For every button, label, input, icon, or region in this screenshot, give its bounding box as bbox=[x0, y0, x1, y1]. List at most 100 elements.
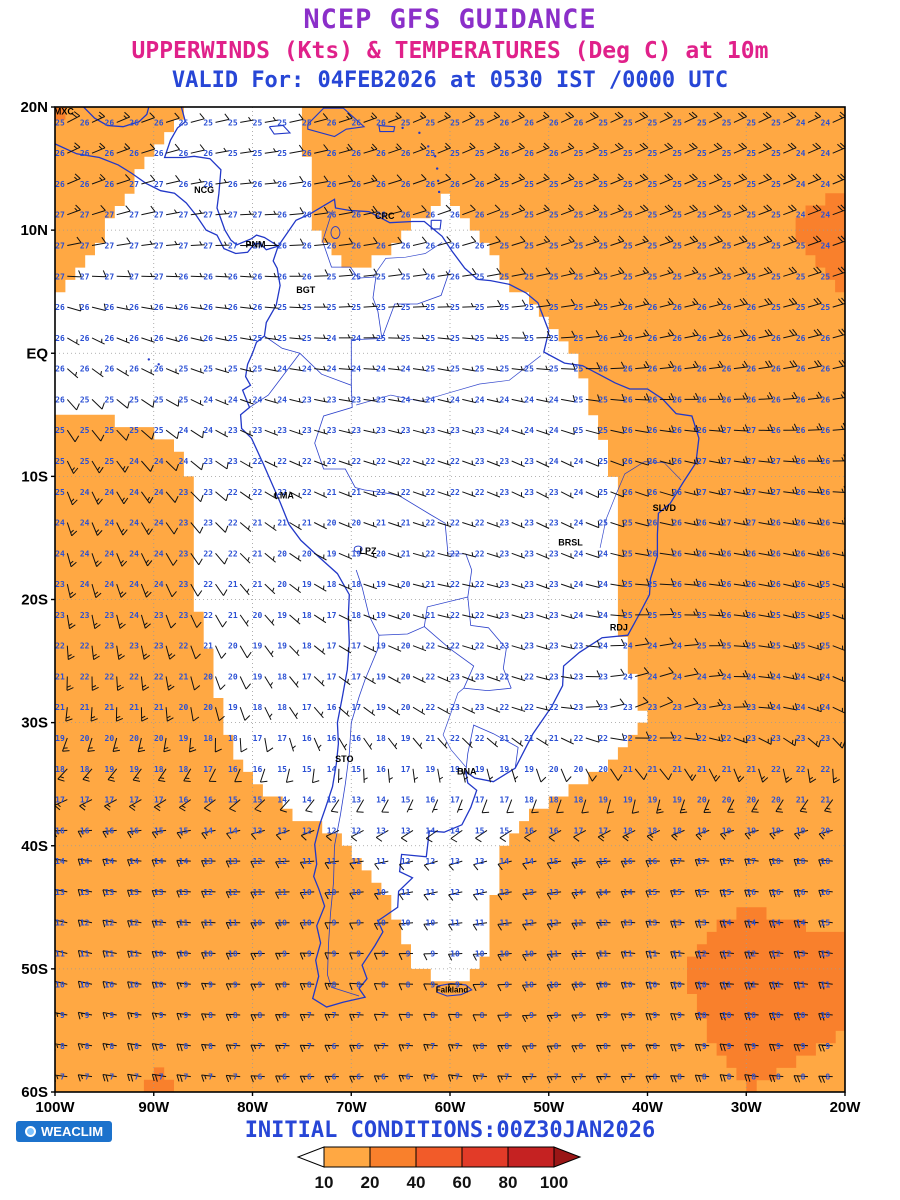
svg-text:25: 25 bbox=[549, 180, 559, 189]
svg-text:25: 25 bbox=[203, 365, 213, 374]
svg-text:19: 19 bbox=[475, 765, 485, 774]
svg-text:17: 17 bbox=[401, 765, 411, 774]
svg-text:20N: 20N bbox=[20, 100, 48, 116]
svg-text:12: 12 bbox=[80, 919, 90, 928]
svg-text:18: 18 bbox=[549, 796, 559, 805]
svg-text:14: 14 bbox=[55, 857, 65, 866]
legend-arrow-left bbox=[296, 1146, 325, 1168]
svg-text:BRSL: BRSL bbox=[558, 537, 583, 547]
svg-text:24: 24 bbox=[821, 180, 831, 189]
svg-text:7: 7 bbox=[381, 1042, 386, 1051]
svg-text:20W: 20W bbox=[830, 1099, 862, 1116]
svg-text:26: 26 bbox=[450, 272, 460, 281]
svg-text:12: 12 bbox=[203, 888, 213, 897]
svg-text:26: 26 bbox=[771, 519, 781, 528]
svg-text:11: 11 bbox=[672, 950, 682, 959]
svg-text:26: 26 bbox=[746, 365, 756, 374]
svg-text:9: 9 bbox=[233, 980, 238, 989]
svg-text:11: 11 bbox=[746, 980, 756, 989]
svg-text:24: 24 bbox=[722, 673, 732, 682]
valid-time-line: VALID For: 04FEB2026 at 0530 IST /0000 U… bbox=[171, 68, 729, 93]
svg-text:25: 25 bbox=[524, 272, 534, 281]
weaclim-logo: WEACLIM bbox=[16, 1121, 113, 1142]
svg-text:25: 25 bbox=[672, 118, 682, 127]
svg-text:25: 25 bbox=[574, 334, 584, 343]
svg-text:23: 23 bbox=[302, 426, 312, 435]
chart-titles: NCEP GFS GUIDANCE UPPERWINDS (Kts) & TEM… bbox=[0, 4, 900, 93]
svg-text:23: 23 bbox=[821, 734, 831, 743]
svg-text:15: 15 bbox=[648, 888, 658, 897]
svg-text:7: 7 bbox=[134, 1073, 139, 1082]
svg-text:23: 23 bbox=[475, 457, 485, 466]
svg-text:24: 24 bbox=[648, 673, 658, 682]
svg-text:10: 10 bbox=[697, 980, 707, 989]
svg-text:21: 21 bbox=[327, 488, 337, 497]
svg-text:PNM: PNM bbox=[246, 239, 266, 249]
svg-text:19: 19 bbox=[771, 826, 781, 835]
svg-text:26: 26 bbox=[55, 303, 65, 312]
svg-text:25: 25 bbox=[648, 180, 658, 189]
svg-text:21: 21 bbox=[821, 796, 831, 805]
svg-text:25: 25 bbox=[598, 395, 608, 404]
svg-text:10: 10 bbox=[524, 980, 534, 989]
svg-text:7: 7 bbox=[307, 1011, 312, 1020]
svg-text:26: 26 bbox=[302, 180, 312, 189]
svg-text:24: 24 bbox=[80, 549, 90, 558]
svg-text:11: 11 bbox=[549, 950, 559, 959]
svg-text:24: 24 bbox=[771, 703, 781, 712]
svg-text:22: 22 bbox=[203, 549, 213, 558]
svg-text:25: 25 bbox=[327, 303, 337, 312]
svg-text:24: 24 bbox=[796, 149, 806, 158]
svg-text:22: 22 bbox=[154, 673, 164, 682]
svg-text:23: 23 bbox=[475, 426, 485, 435]
svg-text:25: 25 bbox=[351, 303, 361, 312]
svg-text:18: 18 bbox=[179, 765, 189, 774]
svg-text:25: 25 bbox=[722, 149, 732, 158]
svg-text:24: 24 bbox=[154, 580, 164, 589]
svg-text:13: 13 bbox=[697, 919, 707, 928]
svg-text:18: 18 bbox=[203, 734, 213, 743]
svg-text:26: 26 bbox=[623, 303, 633, 312]
svg-text:16: 16 bbox=[105, 826, 115, 835]
svg-text:26: 26 bbox=[722, 365, 732, 374]
svg-text:22: 22 bbox=[672, 734, 682, 743]
svg-text:11: 11 bbox=[376, 857, 386, 866]
svg-text:21: 21 bbox=[426, 611, 436, 620]
svg-text:23: 23 bbox=[524, 549, 534, 558]
svg-text:9: 9 bbox=[776, 1042, 781, 1051]
svg-text:10S: 10S bbox=[21, 468, 48, 485]
svg-text:25: 25 bbox=[154, 426, 164, 435]
svg-text:17: 17 bbox=[475, 796, 485, 805]
svg-text:21: 21 bbox=[426, 734, 436, 743]
svg-text:7: 7 bbox=[504, 1073, 509, 1082]
svg-text:6: 6 bbox=[356, 1042, 361, 1051]
svg-text:8: 8 bbox=[85, 1042, 90, 1051]
svg-text:27: 27 bbox=[105, 211, 115, 220]
svg-text:25: 25 bbox=[426, 118, 436, 127]
svg-text:26: 26 bbox=[648, 303, 658, 312]
svg-text:15: 15 bbox=[549, 857, 559, 866]
svg-text:25: 25 bbox=[549, 272, 559, 281]
svg-text:24: 24 bbox=[623, 673, 633, 682]
svg-text:22: 22 bbox=[450, 611, 460, 620]
svg-text:21: 21 bbox=[154, 703, 164, 712]
svg-text:19: 19 bbox=[500, 765, 510, 774]
svg-text:24: 24 bbox=[80, 488, 90, 497]
svg-text:25: 25 bbox=[722, 180, 732, 189]
svg-text:16: 16 bbox=[253, 765, 263, 774]
svg-text:25: 25 bbox=[648, 272, 658, 281]
svg-text:27: 27 bbox=[80, 211, 90, 220]
svg-text:STO: STO bbox=[335, 754, 353, 764]
svg-text:10: 10 bbox=[475, 950, 485, 959]
svg-text:9: 9 bbox=[751, 1042, 756, 1051]
svg-text:9: 9 bbox=[183, 1011, 188, 1020]
svg-text:13: 13 bbox=[277, 826, 287, 835]
svg-text:LPZ: LPZ bbox=[360, 546, 378, 556]
svg-text:25: 25 bbox=[648, 611, 658, 620]
svg-text:14: 14 bbox=[80, 857, 90, 866]
svg-text:25: 25 bbox=[574, 180, 584, 189]
svg-text:25: 25 bbox=[697, 611, 707, 620]
svg-text:26: 26 bbox=[549, 149, 559, 158]
svg-text:23: 23 bbox=[277, 426, 287, 435]
svg-text:24: 24 bbox=[203, 426, 213, 435]
